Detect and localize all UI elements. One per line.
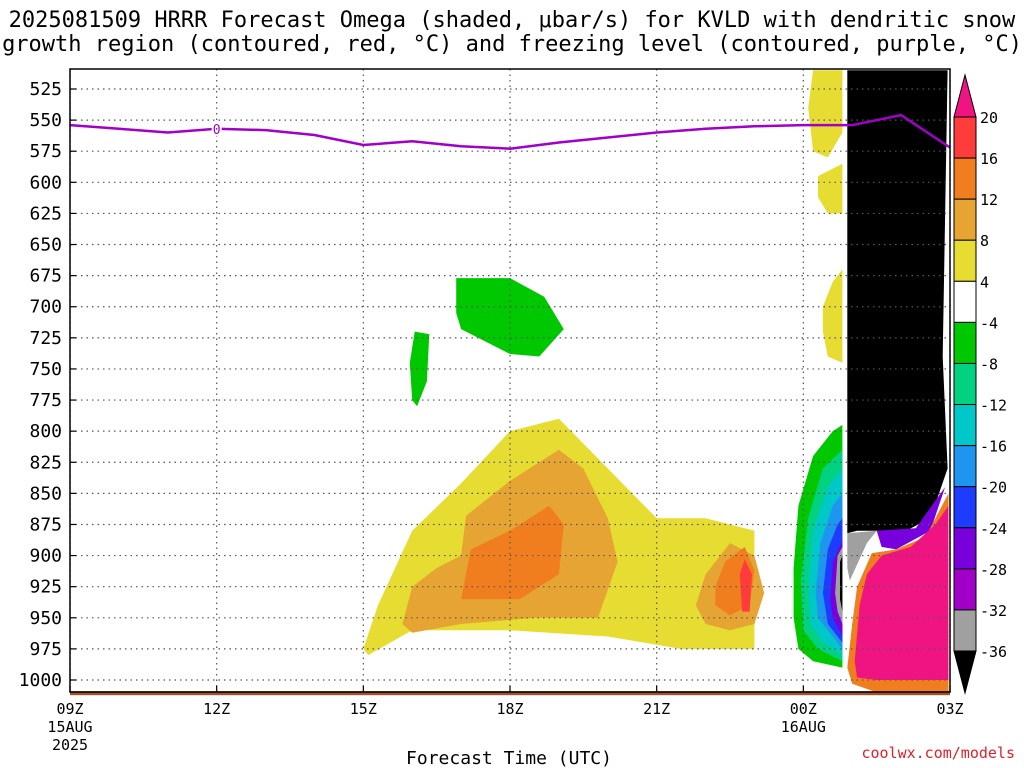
omega-shading-layer bbox=[363, 70, 949, 692]
colorbar-bin-1 bbox=[953, 157, 977, 200]
y-tick-label-700: 700 bbox=[29, 297, 62, 318]
colorbar-bin-bottom bbox=[953, 650, 977, 695]
y-tick-label-1000: 1000 bbox=[19, 670, 62, 691]
colorbar-bin-4 bbox=[953, 280, 977, 323]
y-tick-label-975: 975 bbox=[29, 639, 62, 660]
colorbar-bin-6 bbox=[953, 362, 977, 406]
colorbar-label--24: -24 bbox=[980, 520, 1007, 538]
ground-layer bbox=[70, 691, 950, 696]
x-tick-label-00Z: 00Z bbox=[790, 700, 817, 718]
colorbar-bin-11 bbox=[953, 568, 977, 611]
y-tick-label-800: 800 bbox=[29, 421, 62, 442]
colorbar-label-16: 16 bbox=[980, 150, 998, 168]
colorbar-bin-5 bbox=[953, 321, 977, 364]
y-tick-label-725: 725 bbox=[29, 328, 62, 349]
colorbar-label--36: -36 bbox=[980, 643, 1007, 661]
colorbar-label--12: -12 bbox=[980, 397, 1007, 415]
omega-region-23 bbox=[854, 505, 949, 680]
colorbar-label--4: -4 bbox=[980, 314, 998, 332]
omega-region-7 bbox=[409, 331, 430, 407]
y-tick-label-875: 875 bbox=[29, 514, 62, 535]
x-tick-label-15Z: 15Z bbox=[350, 700, 377, 718]
x-tick-date-00Z: 16AUG bbox=[781, 718, 826, 736]
x-tick-label-18Z: 18Z bbox=[496, 700, 523, 718]
omega-region-21 bbox=[876, 487, 946, 550]
colorbar-bin-3 bbox=[953, 239, 977, 282]
omega-region-3 bbox=[461, 505, 564, 600]
y-tick-label-675: 675 bbox=[29, 266, 62, 287]
omega-region-9 bbox=[818, 163, 843, 214]
colorbar-label--16: -16 bbox=[980, 438, 1007, 456]
x-tick-label-12Z: 12Z bbox=[203, 700, 230, 718]
colorbar-label-4: 4 bbox=[980, 273, 989, 291]
y-tick-label-900: 900 bbox=[29, 546, 62, 567]
x-tick-label-21Z: 21Z bbox=[643, 700, 670, 718]
y-tick-label-525: 525 bbox=[29, 79, 62, 100]
colorbar-bin-10 bbox=[953, 527, 977, 570]
omega-region-10 bbox=[822, 269, 843, 363]
ground-band bbox=[70, 691, 950, 696]
omega-region-19 bbox=[847, 70, 948, 534]
y-tick-label-850: 850 bbox=[29, 483, 62, 504]
colorbar-label--20: -20 bbox=[980, 479, 1007, 497]
y-tick-label-575: 575 bbox=[29, 141, 62, 162]
colorbar: 20 16 12 8 4 -4 -8 -12 -16 -20 -24 -28 -32 -36 bbox=[953, 73, 1007, 695]
y-tick-label-600: 600 bbox=[29, 172, 62, 193]
colorbar-label--8: -8 bbox=[980, 355, 998, 373]
omega-region-5 bbox=[739, 559, 752, 612]
colorbar-label--32: -32 bbox=[980, 602, 1007, 620]
site-credit: coolwx.com/models bbox=[861, 744, 1015, 762]
colorbar-label-8: 8 bbox=[980, 232, 989, 250]
freezing-level-label: 0 bbox=[213, 123, 221, 138]
colorbar-label-12: 12 bbox=[980, 191, 998, 209]
colorbar-label--28: -28 bbox=[980, 561, 1007, 579]
y-tick-label-825: 825 bbox=[29, 452, 62, 473]
y-tick-label-650: 650 bbox=[29, 235, 62, 256]
grid-layer bbox=[69, 69, 951, 692]
chart-title-line-2: growth region (contoured, red, °C) and f… bbox=[2, 32, 1022, 57]
colorbar-bin-12 bbox=[953, 609, 977, 652]
freezing-level-label-bg bbox=[211, 121, 222, 136]
x-axis-label: Forecast Time (UTC) bbox=[406, 748, 612, 768]
colorbar-bin-2 bbox=[953, 198, 977, 241]
x-tick-label-09Z: 09Z bbox=[56, 700, 83, 718]
freezing-level-layer: 0 bbox=[69, 113, 951, 150]
y-tick-label-625: 625 bbox=[29, 203, 62, 224]
x-tick-date-09Z: 15AUG bbox=[47, 718, 92, 736]
y-tick-label-950: 950 bbox=[29, 608, 62, 629]
colorbar-bin-top bbox=[953, 73, 977, 118]
colorbar-bin-0 bbox=[953, 116, 977, 159]
y-axis-ticks: 525 550 575 600 625 650 675 700 725 750 775 800 825 8… bbox=[19, 79, 76, 691]
colorbar-bin-9 bbox=[953, 486, 977, 529]
y-tick-label-925: 925 bbox=[29, 577, 62, 598]
x-tick-year-09Z: 2025 bbox=[52, 736, 88, 754]
y-tick-label-550: 550 bbox=[29, 110, 62, 131]
omega-region-8 bbox=[808, 70, 843, 158]
colorbar-bin-7 bbox=[953, 404, 977, 447]
colorbar-label-20: 20 bbox=[980, 109, 998, 127]
x-tick-label-03Z: 03Z bbox=[936, 700, 963, 718]
omega-region-18 bbox=[840, 555, 843, 612]
omega-region-20 bbox=[847, 530, 877, 581]
colorbar-bin-8 bbox=[953, 445, 977, 488]
y-tick-label-750: 750 bbox=[29, 359, 62, 380]
y-tick-label-775: 775 bbox=[29, 390, 62, 411]
chart-title-line-1: 2025081509 HRRR Forecast Omega (shaded, … bbox=[8, 8, 1016, 33]
